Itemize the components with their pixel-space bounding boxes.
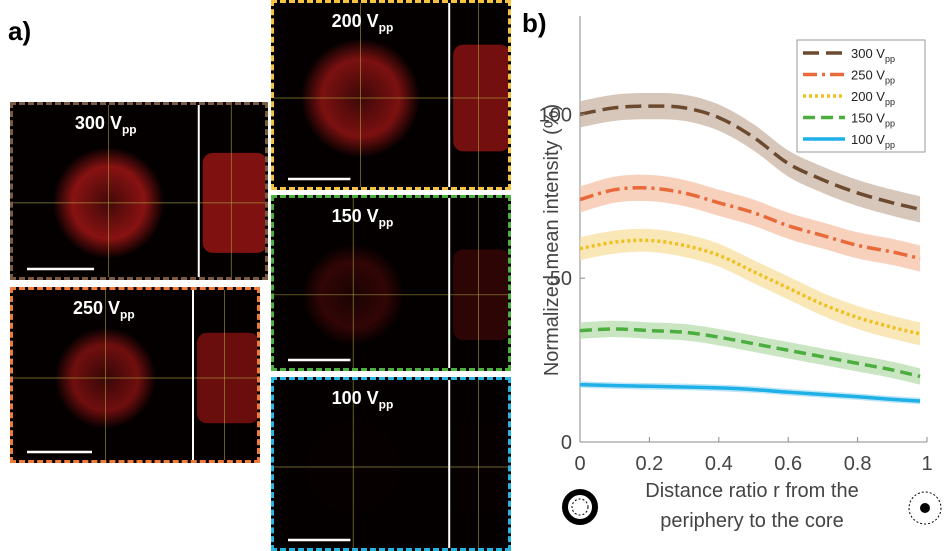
x-tick-label: 0.6: [774, 453, 802, 475]
image-100vpp: 100 Vpp: [271, 377, 511, 551]
y-tick-label: 100: [539, 104, 572, 126]
y-tick-label: 0: [561, 432, 572, 454]
voltage-label: 300 Vpp: [74, 113, 137, 137]
x-tick-label: 1: [921, 453, 932, 475]
legend-box: [796, 39, 926, 153]
x-axis-label-line2: periphery to the core: [660, 510, 843, 532]
intensity-line-chart: 0 0.2 0.4 0.6 0.8 1 0 50 100 300 Vpp 250 Vpp 200 V…: [539, 16, 933, 532]
voltage-label: 200 Vpp: [331, 11, 394, 35]
x-axis-label-line1: Distance ratio r from the: [645, 480, 858, 502]
voltage-label: 100 Vpp: [331, 388, 394, 412]
voltage-label: 250 Vpp: [73, 298, 135, 322]
voltage-label: 150 Vpp: [331, 206, 394, 230]
series-line-0: [579, 104, 921, 212]
x-tick-label: 0: [574, 453, 585, 475]
y-tick-label: 50: [550, 268, 572, 290]
series-band-1: [580, 174, 921, 272]
x-tick-label: 0.2: [635, 453, 663, 475]
panel-b-label: b): [522, 8, 547, 38]
series-line-3: [579, 327, 921, 379]
x-tick-label: 0.8: [844, 453, 872, 475]
image-150vpp: 150 Vpp: [271, 195, 511, 371]
series-band-3: [580, 320, 921, 385]
image-250vpp: 250 Vpp: [10, 287, 260, 463]
series-line-1: [579, 186, 921, 261]
y-axis-label: Normalized mean intensity (%): [541, 104, 563, 376]
legend-label: 200 Vpp: [851, 89, 895, 107]
series-band-2: [580, 228, 921, 346]
periphery-ring-icon: [562, 489, 598, 525]
x-tick-label: 0.4: [705, 453, 733, 475]
legend-label: 100 Vpp: [851, 132, 895, 150]
panel-a-label: a): [8, 16, 32, 46]
legend-label: 300 Vpp: [851, 46, 895, 64]
image-200vpp: 200 Vpp: [271, 0, 511, 190]
series-band-0: [580, 92, 921, 223]
image-300vpp: 300 Vpp: [10, 102, 268, 280]
core-dot-icon: [908, 491, 942, 525]
legend-label: 150 Vpp: [851, 111, 895, 129]
legend-label: 250 Vpp: [851, 68, 895, 86]
series-line-4: [579, 382, 921, 403]
